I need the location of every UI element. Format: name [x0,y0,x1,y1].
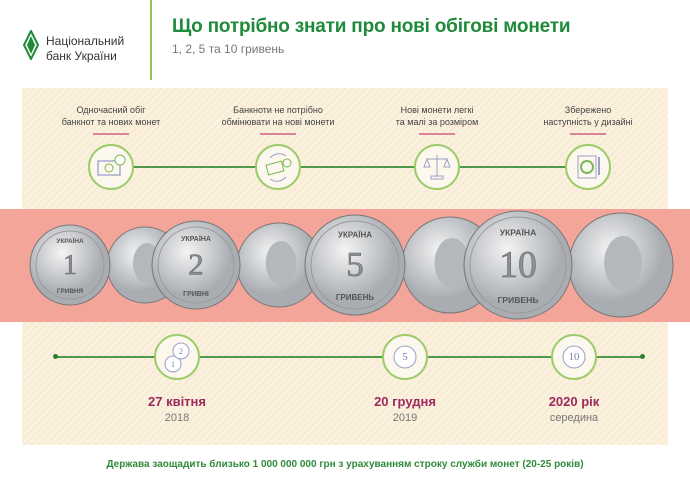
coin-pair-5: УКРАЇНА 5 ГРИВЕНЬ [304,214,499,316]
coin-value: 2 [188,248,203,282]
feature-line2: та малі за розміром [395,117,479,127]
timeline-circle: 5 [382,334,428,380]
coin-icon: 5 [393,345,417,369]
feature-underline [570,133,606,135]
portrait-icon [265,241,297,285]
coin-unit: ГРИВНЯ [57,288,84,295]
timeline-date: 20 грудня [374,394,436,409]
feature-line1: Банкноти не потрібно [233,105,323,115]
feature-label: Одночасний обіг банкнот та нових монет [36,104,186,128]
coin-value: 1 [63,250,77,281]
logo-line2: банк України [46,49,117,63]
coin-icon: 12 [164,342,190,373]
page-title: Що потрібно знати про нові обігові монет… [172,16,571,37]
portrait-icon [434,238,470,288]
feature-label: Нові монети легкі та малі за розміром [362,104,512,128]
coin-unit: ГРИВЕНЬ [497,295,538,305]
feature-line1: Нові монети легкі [400,105,474,115]
coin-country: УКРАЇНА [338,231,372,240]
timeline-coin-value: 1 [171,360,175,369]
timeline-year: 2018 [164,412,190,424]
feature-line2: обмінювати на нові монети [221,117,335,127]
feature-underline [93,133,129,135]
exchange-icon [265,153,292,182]
banknote-coin-icon [97,154,126,176]
feature-circle [414,144,460,190]
timeline-date: 27 квітня [148,394,206,409]
feature-circle [565,144,611,190]
timeline-coin-value: 5 [402,351,408,363]
logo-line1: Національний [46,34,125,48]
timeline-year: середина [549,412,599,424]
timeline-coin-value: 10 [569,351,581,363]
savings-note: Держава заощадить близько 1 000 000 000 … [106,459,584,470]
timeline-year: 2019 [392,412,418,424]
timeline-end-dot [640,354,645,359]
feature-underline [419,133,455,135]
coin-pair-10: УКРАЇНА 10 ГРИВЕНЬ [463,210,674,320]
coin-unit: ГРИВЕНЬ [336,293,375,302]
coin-value: 5 [346,245,364,284]
feature-underline [260,133,296,135]
scales-icon [423,155,451,180]
coin-value: 10 [499,244,537,286]
coin-obverse [304,214,406,316]
coin-obverse [29,224,111,306]
feature-line2: банкнот та нових монет [61,117,161,127]
coin-design-icon [577,155,600,179]
feature-line1: Збережено [564,105,612,115]
coin-country: УКРАЇНА [181,235,211,243]
coin-obverse [463,210,573,320]
timeline-start-dot [53,354,58,359]
coin-country: УКРАЇНА [500,227,537,237]
coin-unit: ГРИВНІ [183,291,209,298]
feature-line1: Одночасний обіг [76,105,146,115]
feature-circle [88,144,134,190]
feature-label: Збережено наступність у дизайні [513,104,663,128]
logo-text: Національний банк України [46,34,124,64]
nbu-logo-icon [22,30,40,60]
coin-pair-2: УКРАЇНА 2 ГРИВНІ [151,220,322,310]
feature-line2: наступність у дизайні [543,117,633,127]
coin-obverse [151,220,241,310]
coin-country: УКРАЇНА [56,237,84,245]
coin-icon: 10 [562,345,586,369]
feature-label: Банкноти не потрібно обмінювати на нові м… [203,104,353,128]
header-divider [150,0,152,80]
feature-circle [255,144,301,190]
timeline-date: 2020 рік [548,394,600,409]
timeline-circle: 10 [551,334,597,380]
timeline-line [55,356,643,358]
portrait-icon [604,236,642,290]
features-line [111,166,588,168]
timeline-coin-value: 2 [179,347,183,356]
page-subtitle: 1, 2, 5 та 10 гривень [172,42,285,56]
